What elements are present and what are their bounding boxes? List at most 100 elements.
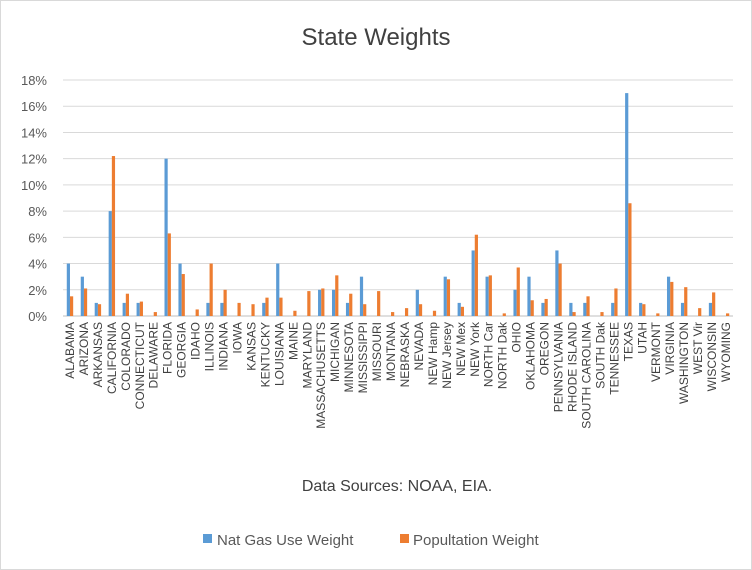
bar-population: [195, 309, 199, 316]
y-tick-label: 8%: [28, 204, 47, 219]
x-category-label: WASHINGTON: [677, 322, 691, 404]
y-tick-label: 18%: [21, 73, 47, 88]
x-category-label: SOUTH CAROLINA: [579, 322, 593, 429]
bars: [66, 93, 730, 316]
x-category-label: MISSISSIPPI: [356, 322, 370, 393]
bar-population: [712, 292, 716, 316]
x-category-label: COLORADO: [119, 322, 133, 391]
x-category-label: MASSACHUSETTS: [314, 322, 328, 429]
bar-population: [656, 313, 660, 316]
y-tick-label: 4%: [28, 257, 47, 272]
x-category-label: KANSAS: [244, 322, 258, 371]
bar-nat-gas: [80, 276, 84, 316]
legend: Nat Gas Use Weight Popultation Weight: [203, 532, 539, 549]
bar-population: [544, 298, 548, 316]
x-category-label: MAINE: [286, 322, 300, 360]
bar-nat-gas: [666, 276, 671, 316]
bar-population: [97, 304, 102, 316]
x-category-label: KENTUCKY: [258, 322, 272, 387]
bar-population: [446, 279, 451, 316]
gridlines: [63, 79, 733, 317]
x-category-label: LOUISIANA: [272, 322, 286, 386]
bar-nat-gas: [625, 93, 629, 316]
x-category-label: MARYLAND: [300, 322, 314, 389]
x-category-label: CALIFORNIA: [105, 322, 119, 394]
x-category-label: MISSOURI: [370, 322, 384, 381]
x-category-label: ARKANSAS: [91, 322, 105, 387]
bar-nat-gas: [680, 302, 685, 316]
bar-population: [698, 308, 702, 316]
bar-nat-gas: [471, 250, 475, 316]
bar-nat-gas: [541, 302, 545, 316]
bar-population: [83, 288, 88, 316]
bar-population: [586, 296, 590, 316]
bar-nat-gas: [122, 302, 126, 316]
x-axis-categories: ALABAMA ARIZONA ARKANSAS CALIFORNIA COLORADO…: [63, 321, 733, 429]
bar-population: [502, 313, 506, 316]
bar-nat-gas: [66, 263, 70, 316]
y-tick-label: 16%: [21, 99, 47, 114]
x-category-label: VERMONT: [649, 321, 663, 382]
bar-population: [209, 263, 213, 316]
bar-population: [139, 301, 143, 316]
legend-label-population: Popultation Weight: [413, 532, 539, 549]
x-category-label: NEVADA: [412, 322, 426, 370]
bar-population: [251, 304, 255, 316]
x-category-label: NEBRASKA: [398, 322, 412, 387]
y-tick-label: 0%: [28, 309, 47, 324]
bar-population: [125, 293, 130, 316]
bar-population: [349, 293, 353, 316]
bar-population: [572, 312, 576, 316]
bar-nat-gas: [513, 289, 517, 316]
bar-population: [516, 267, 520, 316]
bar-nat-gas: [569, 302, 573, 316]
x-category-label: FLORIDA: [161, 322, 175, 374]
bar-nat-gas: [485, 276, 489, 316]
bar-nat-gas: [359, 276, 364, 316]
bar-population: [614, 288, 618, 316]
bar-nat-gas: [443, 276, 447, 316]
bar-nat-gas: [331, 289, 336, 316]
bar-nat-gas: [708, 302, 713, 316]
bar-population: [69, 296, 74, 316]
x-category-label: IOWA: [230, 322, 244, 354]
bar-nat-gas: [220, 302, 224, 316]
x-category-label: ALABAMA: [63, 322, 77, 379]
x-category-label: WISCONSIN: [705, 322, 719, 391]
bar-population: [474, 234, 478, 316]
bar-nat-gas: [555, 250, 559, 316]
bar-population: [237, 302, 241, 316]
bar-nat-gas: [345, 302, 350, 316]
bar-population: [488, 275, 492, 316]
bar-nat-gas: [583, 302, 587, 316]
bar-nat-gas: [415, 289, 419, 316]
bar-nat-gas: [94, 302, 98, 316]
x-category-label: NEW Mex: [454, 322, 468, 376]
x-category-label: GEORGIA: [175, 322, 189, 378]
bar-population: [628, 203, 632, 316]
x-category-label: MONTANA: [384, 322, 398, 381]
legend-swatch-population: [400, 534, 409, 543]
x-category-label: WEST Vir: [691, 322, 705, 374]
bar-population: [321, 288, 325, 316]
bar-nat-gas: [262, 302, 266, 316]
x-category-label: OHIO: [510, 322, 524, 353]
x-category-label: OREGON: [538, 322, 552, 375]
bar-population: [530, 300, 534, 316]
bar-population: [335, 275, 339, 316]
bar-population: [307, 291, 311, 316]
x-category-label: RHODE ISLAND: [565, 322, 579, 412]
chart-title: State Weights: [302, 24, 451, 51]
bar-nat-gas: [318, 289, 322, 316]
bar-population: [432, 310, 437, 316]
bar-population: [600, 312, 604, 316]
bar-population: [279, 297, 283, 316]
bar-population: [404, 308, 409, 316]
data-source-annotation: Data Sources: NOAA, EIA.: [302, 478, 492, 495]
bar-population: [153, 312, 157, 316]
bar-nat-gas: [136, 302, 140, 316]
bar-nat-gas: [457, 302, 461, 316]
x-category-label: NEW Jersey: [440, 322, 454, 389]
x-category-label: ILLINOIS: [203, 322, 217, 371]
